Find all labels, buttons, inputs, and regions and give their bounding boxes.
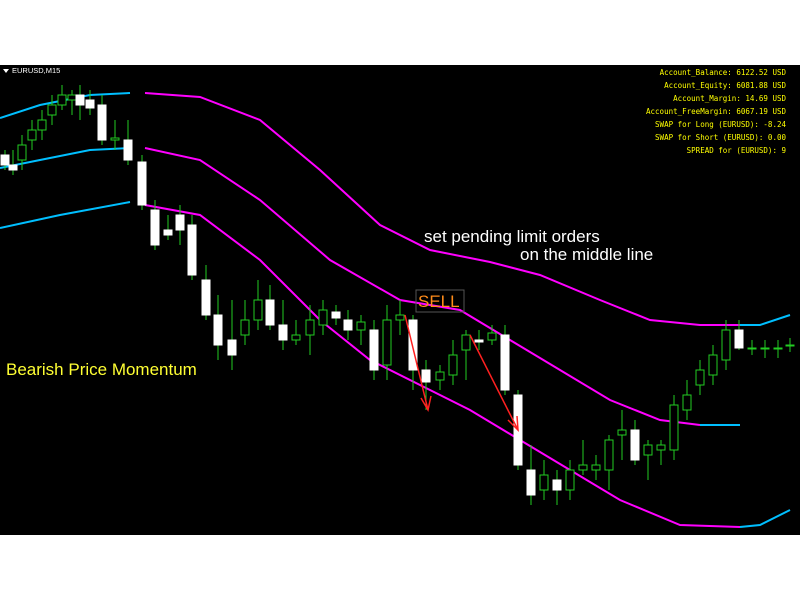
account-line: Account_Balance: 6122.52 USD [660, 68, 787, 77]
candle-body [240, 319, 250, 336]
candle-body [57, 94, 67, 106]
band [144, 92, 740, 326]
candle-body [734, 329, 744, 349]
band [144, 204, 741, 528]
band [0, 147, 131, 169]
account-info: Account_Balance: 6122.52 USD Account_Equ… [646, 68, 786, 155]
arrow [404, 314, 429, 411]
candle-body [227, 339, 237, 356]
candle-body [382, 319, 392, 366]
account-line: SPREAD for (EURUSD): 9 [687, 146, 786, 155]
candle-body [591, 464, 601, 471]
candles [0, 85, 795, 505]
candle-body [487, 332, 497, 341]
candle-body [85, 99, 95, 109]
candle-body [356, 321, 366, 331]
candle-body [17, 144, 27, 161]
candle-body [8, 164, 18, 171]
candle-body [305, 319, 315, 336]
momentum-label: Bearish Price Momentum [6, 360, 197, 379]
candle-body [318, 309, 328, 326]
candle-body [187, 224, 197, 276]
candle-body [435, 371, 445, 381]
candle-body [265, 299, 275, 326]
candle-body [213, 314, 223, 346]
arrow-head [507, 415, 519, 432]
candle-body [565, 469, 575, 491]
candle-body [448, 354, 458, 376]
candle-body [643, 444, 653, 456]
candle-body [682, 394, 692, 411]
candle-body [578, 464, 588, 471]
dropdown-icon [3, 69, 9, 73]
instruction-text: on the middle line [520, 245, 653, 264]
arrows [404, 314, 519, 432]
candle-body [201, 279, 211, 316]
candle-body [474, 339, 484, 343]
candle-body [110, 137, 120, 141]
account-line: SWAP for Long (EURUSD): -8.24 [655, 120, 786, 129]
candle-body [785, 344, 795, 347]
candle-body [75, 94, 85, 106]
candle-body [395, 314, 405, 321]
arrow-head [420, 395, 432, 413]
candle-body [421, 369, 431, 383]
candle-body [552, 479, 562, 491]
candle-body [150, 209, 160, 246]
arrow [469, 334, 519, 431]
candle-body [137, 161, 147, 206]
band [740, 314, 791, 326]
candle-body [37, 119, 47, 131]
candle-body [721, 329, 731, 361]
candle-body [0, 154, 10, 166]
candle-body [669, 404, 679, 451]
candle-body [123, 139, 133, 161]
account-line: Account_Equity: 6081.88 USD [664, 81, 786, 90]
candle-body [500, 334, 510, 391]
candle-body [175, 214, 185, 231]
account-line: SWAP for Short (EURUSD): 0.00 [655, 133, 786, 142]
instruction-text: set pending limit orders [424, 227, 600, 246]
candle-body [526, 469, 536, 496]
band [739, 509, 791, 528]
candle-body [27, 129, 37, 141]
band [144, 147, 701, 426]
candle-body [604, 439, 614, 471]
candle-body [163, 229, 173, 236]
candle-body [343, 319, 353, 331]
candle-body [760, 347, 770, 350]
candle-body [630, 429, 640, 461]
candle-body [47, 104, 57, 116]
candle-body [253, 299, 263, 321]
candle-body [695, 369, 705, 386]
candle-body [369, 329, 379, 371]
candle-body [747, 347, 757, 350]
signal-label: SELL [418, 292, 460, 311]
candle-body [331, 311, 341, 319]
candle-body [656, 444, 666, 451]
candle-body [67, 94, 77, 101]
candle-body [708, 354, 718, 376]
band [0, 201, 131, 229]
account-line: Account_Margin: 14.69 USD [673, 94, 786, 103]
candle-body [539, 474, 549, 491]
candle-body [773, 347, 783, 350]
bands [0, 92, 791, 528]
candle-body [617, 429, 627, 436]
signal-box [415, 289, 465, 313]
symbol-label: EURUSD,M15 [12, 66, 60, 75]
candle-body [291, 334, 301, 341]
account-line: Account_FreeMargin: 6067.19 USD [646, 107, 786, 116]
candle-body [97, 104, 107, 141]
candle-body [461, 334, 471, 351]
candle-body [278, 324, 288, 341]
